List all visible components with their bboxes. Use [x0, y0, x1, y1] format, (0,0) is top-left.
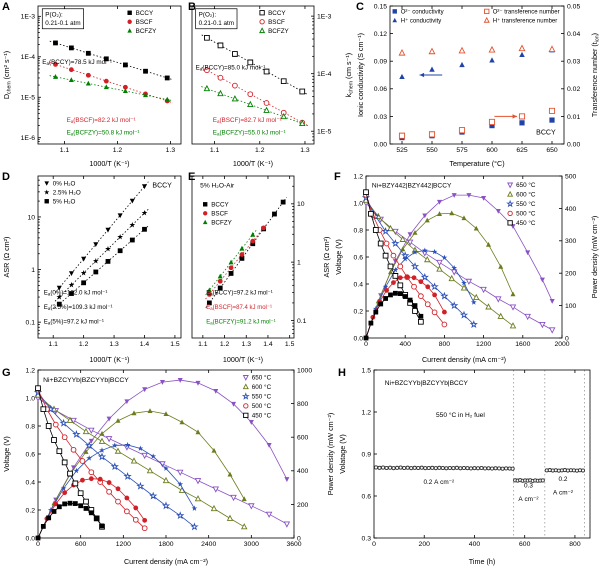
panel-label-e: E	[188, 171, 196, 183]
panel-f-chart	[332, 170, 600, 366]
panel-g-chart	[0, 366, 336, 568]
panel-e-chart	[186, 170, 332, 366]
panel-c-chart	[354, 0, 600, 170]
panel-b-chart	[186, 0, 354, 170]
panel-label-d: D	[2, 171, 10, 183]
panel-h-chart	[336, 366, 600, 568]
panel-label-a: A	[2, 1, 10, 13]
panel-label-g: G	[2, 367, 11, 379]
panel-label-b: B	[188, 1, 196, 13]
panel-a-chart	[0, 0, 186, 170]
panel-label-c: C	[356, 1, 364, 13]
panel-label-h: H	[338, 367, 346, 379]
panel-d-chart	[0, 170, 186, 366]
panel-label-f: F	[334, 171, 341, 183]
